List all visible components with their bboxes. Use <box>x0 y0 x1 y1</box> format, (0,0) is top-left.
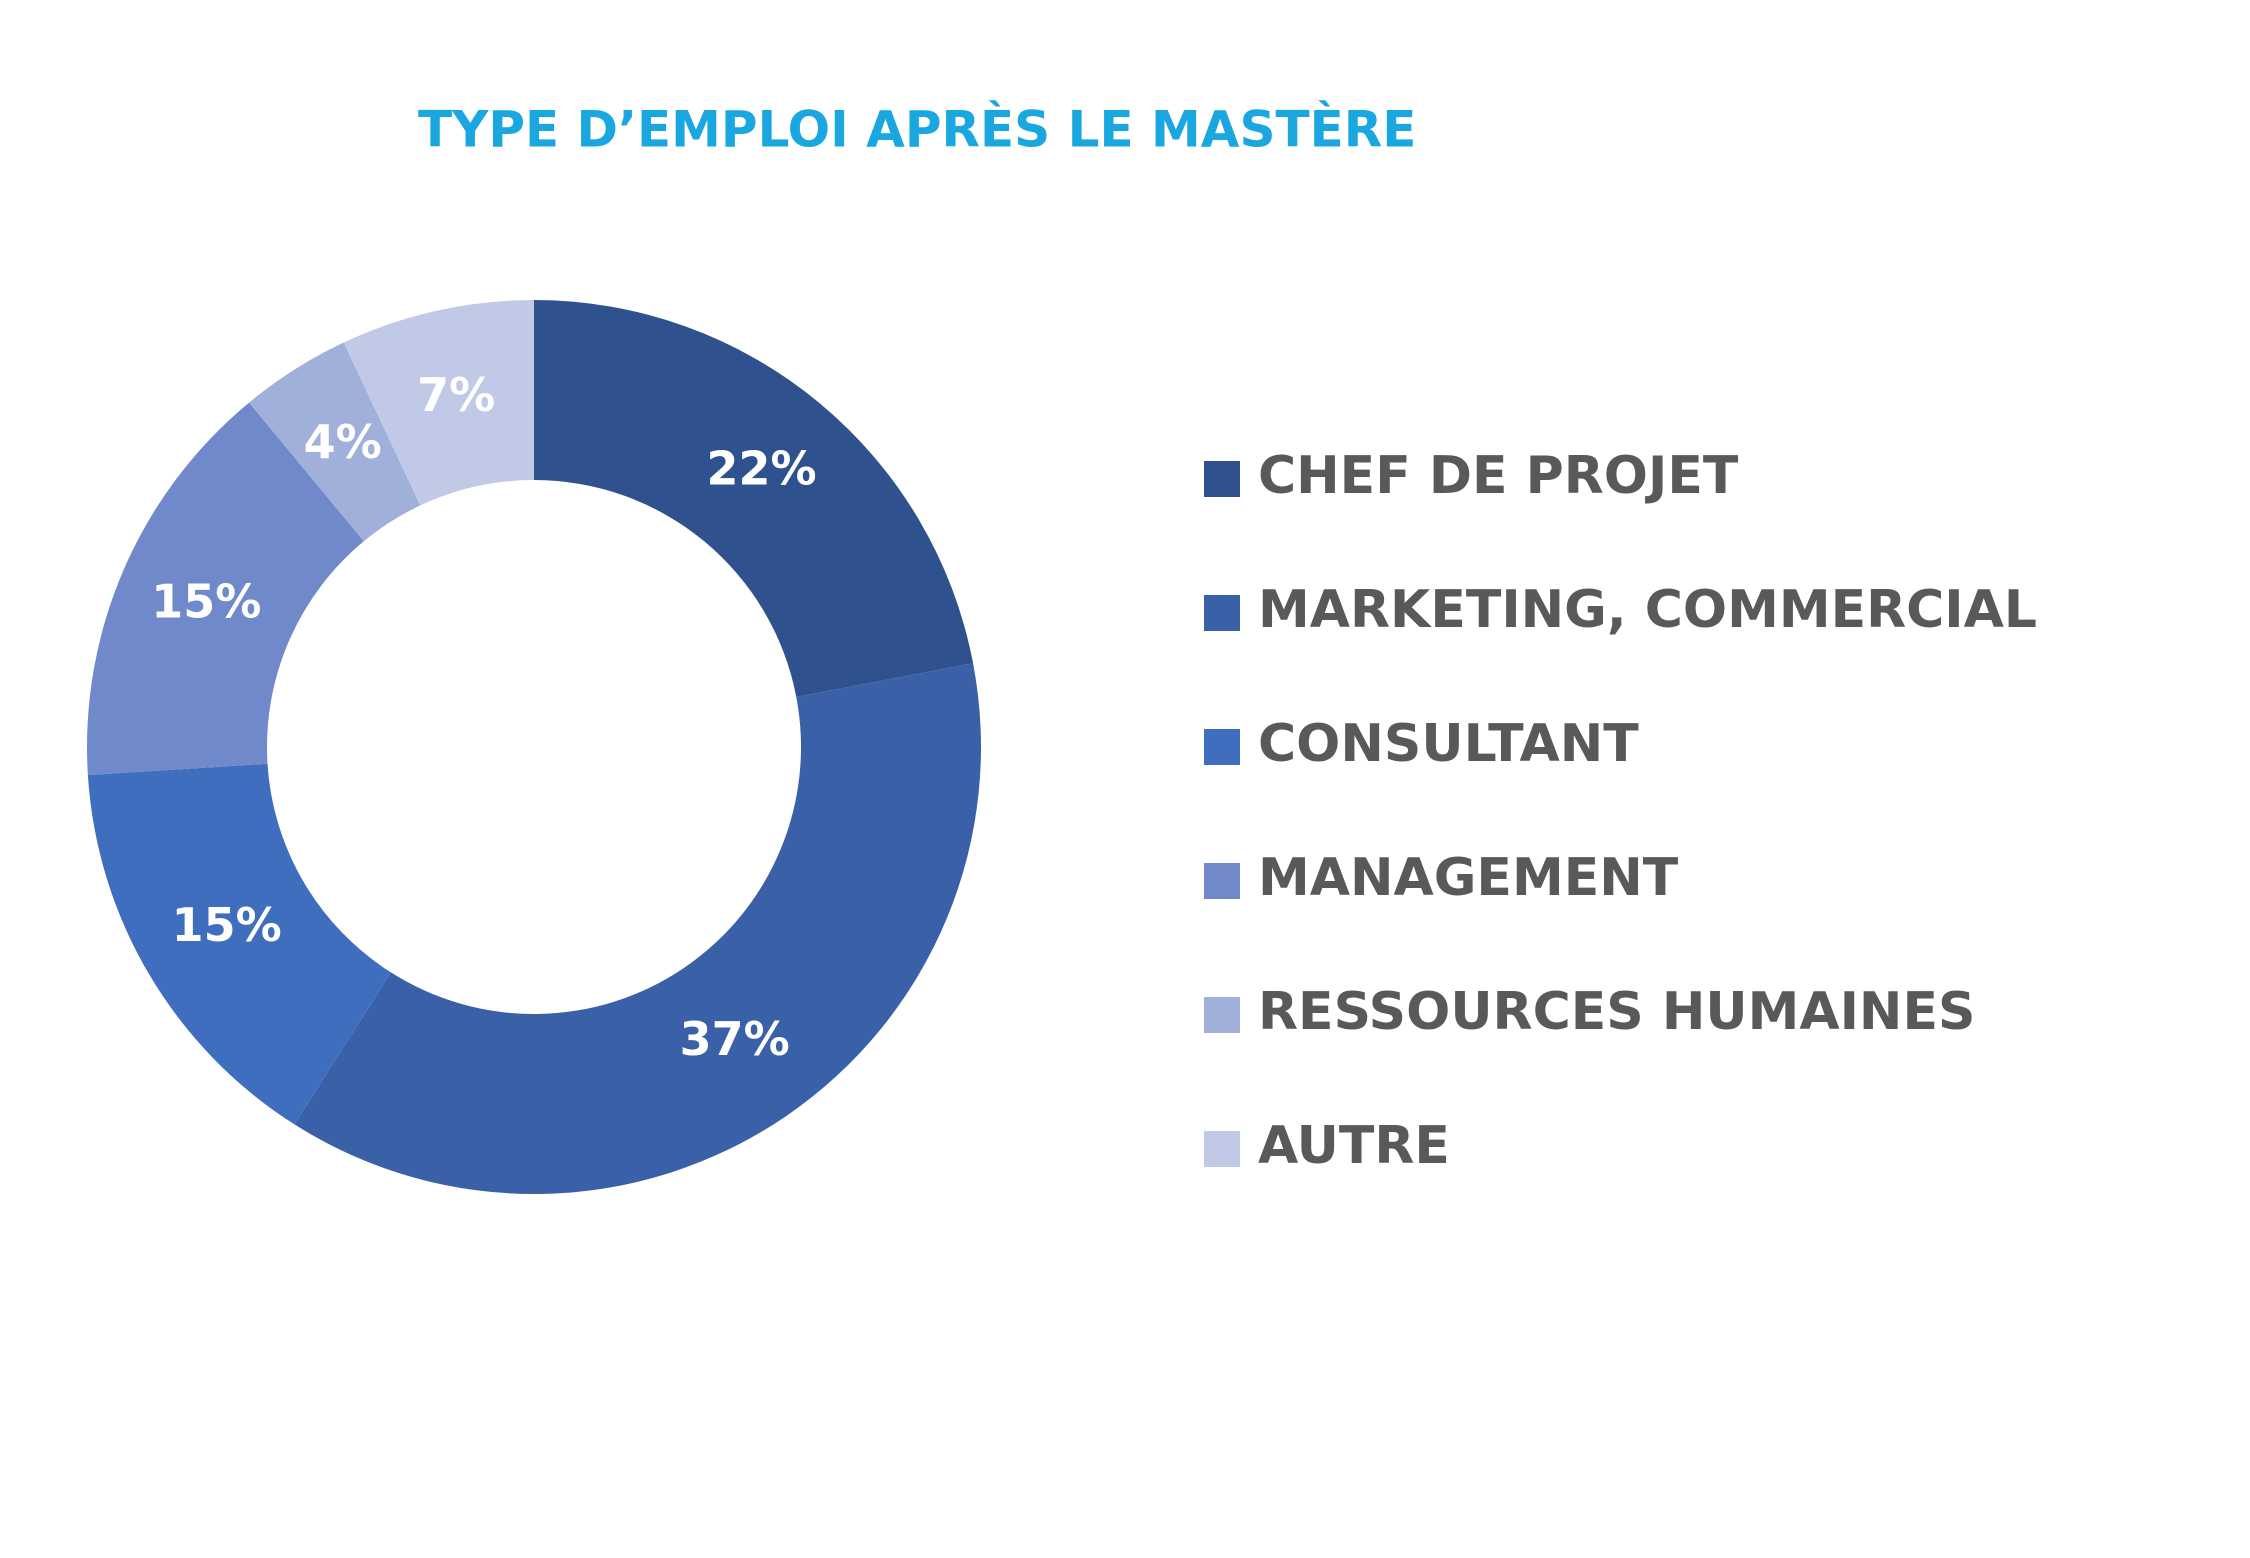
data-label: 15% <box>151 575 261 629</box>
legend-label: CHEF DE PROJET <box>1258 446 1739 506</box>
donut-slice <box>87 763 391 1125</box>
data-label: 22% <box>707 441 817 495</box>
legend-label: CONSULTANT <box>1258 714 1639 774</box>
legend-swatch <box>1204 997 1240 1033</box>
data-label: 37% <box>680 1012 790 1066</box>
legend-swatch <box>1204 863 1240 899</box>
chart-title: TYPE D’EMPLOI APRÈS LE MASTÈRE <box>418 100 1416 159</box>
legend-label: RESSOURCES HUMAINES <box>1258 982 1975 1042</box>
donut-slice <box>343 300 534 506</box>
donut-slice <box>534 300 974 697</box>
legend-label: AUTRE <box>1258 1116 1450 1176</box>
legend-swatch <box>1204 595 1240 631</box>
data-label: 7% <box>417 368 495 422</box>
data-label: 4% <box>304 415 382 469</box>
legend-swatch <box>1204 729 1240 765</box>
data-label: 15% <box>172 898 282 952</box>
legend-label: MANAGEMENT <box>1258 848 1679 908</box>
legend-swatch <box>1204 461 1240 497</box>
donut-slice <box>249 342 421 542</box>
legend-label: MARKETING, COMMERCIAL <box>1258 580 2037 640</box>
donut-slice <box>86 402 364 776</box>
donut-slice <box>294 663 981 1194</box>
legend-swatch <box>1204 1131 1240 1167</box>
